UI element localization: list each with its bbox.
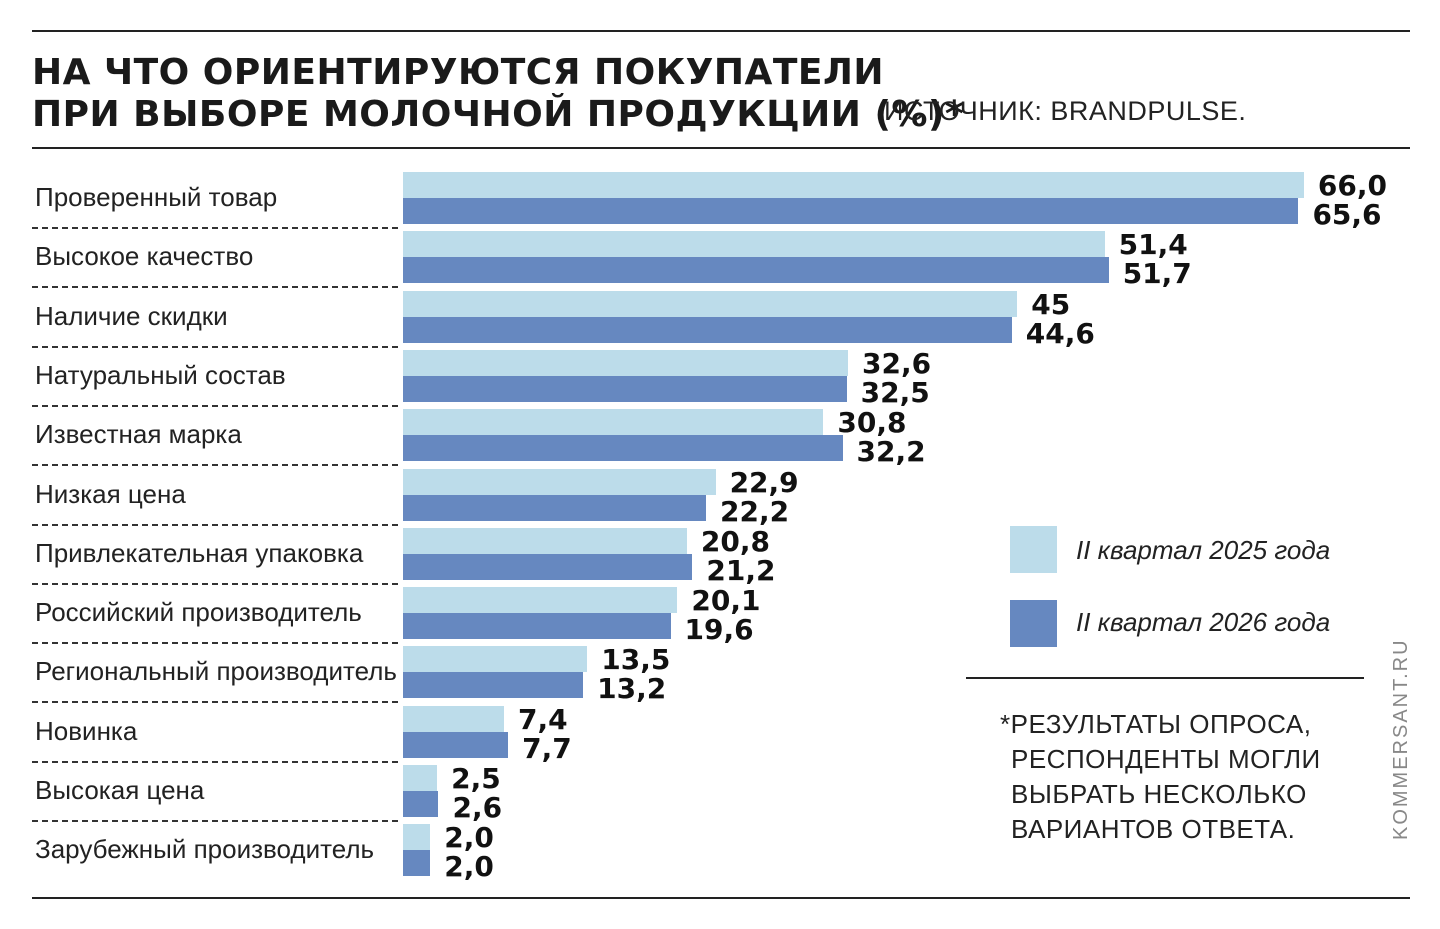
value-label-2026: 44,6	[1025, 316, 1095, 350]
header-rule	[32, 147, 1410, 149]
value-label-2026: 2,0	[444, 850, 494, 884]
bar-2026	[403, 257, 1109, 284]
category-label: Натуральный состав	[35, 359, 286, 390]
bar-2026	[403, 375, 847, 402]
category-label: Новинка	[35, 715, 138, 746]
chart-title-line-1: НА ЧТО ОРИЕНТИРУЮТСЯ ПОКУПАТЕЛИ	[32, 52, 885, 93]
bar-2025	[403, 468, 716, 495]
value-label-2026: 2,6	[452, 791, 503, 824]
value-label-2026: 13,2	[597, 672, 667, 706]
chart-title-line-2: ПРИ ВЫБОРЕ МОЛОЧНОЙ ПРОДУКЦИИ (%)*	[32, 94, 965, 135]
row-separator	[32, 345, 398, 348]
bar-2025	[403, 172, 1304, 198]
legend-label-2025: II квартал 2025 года	[1076, 535, 1331, 565]
value-label-2026: 21,2	[706, 553, 776, 587]
row-separator	[32, 642, 398, 645]
bar-2025	[403, 527, 687, 554]
value-label-2026: 32,5	[860, 375, 930, 409]
credit-label: KOMMERSANT.RU	[1390, 638, 1412, 840]
category-label: Привлекательная упаковка	[35, 537, 364, 568]
footnote-rule	[966, 677, 1364, 679]
value-label-2026: 65,6	[1312, 198, 1382, 231]
bar-2025	[403, 587, 678, 614]
bar-2025	[403, 231, 1105, 258]
row-separator	[32, 760, 398, 763]
bottom-rule	[32, 897, 1410, 899]
chart-title: НА ЧТО ОРИЕНТИРУЮТСЯ ПОКУПАТЕЛИ ПРИ ВЫБО…	[32, 52, 964, 136]
category-label: Зарубежный производитель	[35, 834, 375, 865]
bar-2025	[403, 765, 438, 791]
value-label-2026: 22,2	[720, 494, 790, 528]
value-label-2025: 2,5	[451, 762, 501, 795]
top-rule	[32, 30, 1410, 32]
row-separator	[32, 820, 398, 822]
footnote-line-1: *РЕЗУЛЬТАТЫ ОПРОСА,	[1000, 709, 1312, 739]
row-separator	[32, 227, 398, 229]
bar-2025	[403, 409, 824, 436]
category-label: Проверенный товар	[35, 182, 278, 212]
legend-label-2026: II квартал 2026 года	[1076, 607, 1331, 637]
value-label-2026: 7,7	[522, 731, 572, 765]
category-label: Высокое качество	[35, 241, 254, 272]
bar-2026	[403, 672, 584, 699]
bar-2026	[403, 435, 843, 462]
bar-2026	[403, 613, 671, 640]
footnote-line-3: ВЫБРАТЬ НЕСКОЛЬКО	[1011, 779, 1307, 809]
value-label-2025: 45	[1031, 287, 1071, 321]
value-label-2025: 13,5	[601, 643, 671, 677]
bar-2026	[403, 553, 693, 580]
legend-swatch-2026	[1010, 600, 1057, 647]
category-label: Региональный производитель	[35, 656, 397, 687]
footnote: *РЕЗУЛЬТАТЫ ОПРОСА, РЕСПОНДЕНТЫ МОГЛИ ВЫ…	[1000, 707, 1321, 847]
bar-2025	[403, 290, 1018, 317]
value-label-2025: 7,4	[518, 702, 568, 736]
category-label: Наличие скидки	[35, 300, 228, 331]
bar-2025	[403, 349, 848, 376]
row-separator	[32, 404, 398, 407]
bar-2025	[403, 824, 431, 851]
bar-2025	[403, 646, 588, 673]
bar-2026	[403, 198, 1299, 224]
bar-2026	[403, 316, 1012, 343]
value-label-2026: 19,6	[684, 613, 754, 647]
footnote-line-4: ВАРИАНТОВ ОТВЕТА.	[1011, 814, 1296, 844]
row-separator	[32, 523, 398, 526]
category-label: Высокая цена	[35, 775, 205, 805]
row-separator	[32, 701, 398, 704]
bar-2026	[403, 791, 439, 817]
value-label-2025: 20,1	[691, 584, 761, 618]
value-label-2025: 20,8	[700, 524, 770, 558]
row-separator	[32, 582, 398, 585]
bar-2026	[403, 731, 509, 758]
value-label-2025: 51,4	[1118, 228, 1188, 262]
value-label-2026: 32,2	[856, 435, 926, 469]
value-label-2025: 32,6	[861, 346, 932, 380]
category-label: Российский производитель	[35, 597, 362, 628]
legend-swatch-2025	[1010, 526, 1057, 573]
bar-2025	[403, 705, 504, 732]
category-label: Низкая цена	[35, 478, 186, 509]
value-label-2025: 66,0	[1317, 169, 1387, 202]
footnote-line-2: РЕСПОНДЕНТЫ МОГЛИ	[1011, 744, 1321, 774]
value-label-2025: 30,8	[837, 406, 907, 440]
value-label-2025: 2,0	[444, 821, 494, 855]
bar-2026	[403, 850, 431, 877]
row-separator	[32, 464, 398, 467]
category-label: Известная марка	[35, 419, 242, 450]
row-separator	[32, 286, 398, 289]
value-label-2025: 22,9	[729, 465, 799, 499]
bar-2026	[403, 494, 707, 521]
value-label-2026: 51,7	[1122, 257, 1192, 291]
source-label: ИСТОЧНИК: BRANDPULSE.	[884, 96, 1247, 126]
